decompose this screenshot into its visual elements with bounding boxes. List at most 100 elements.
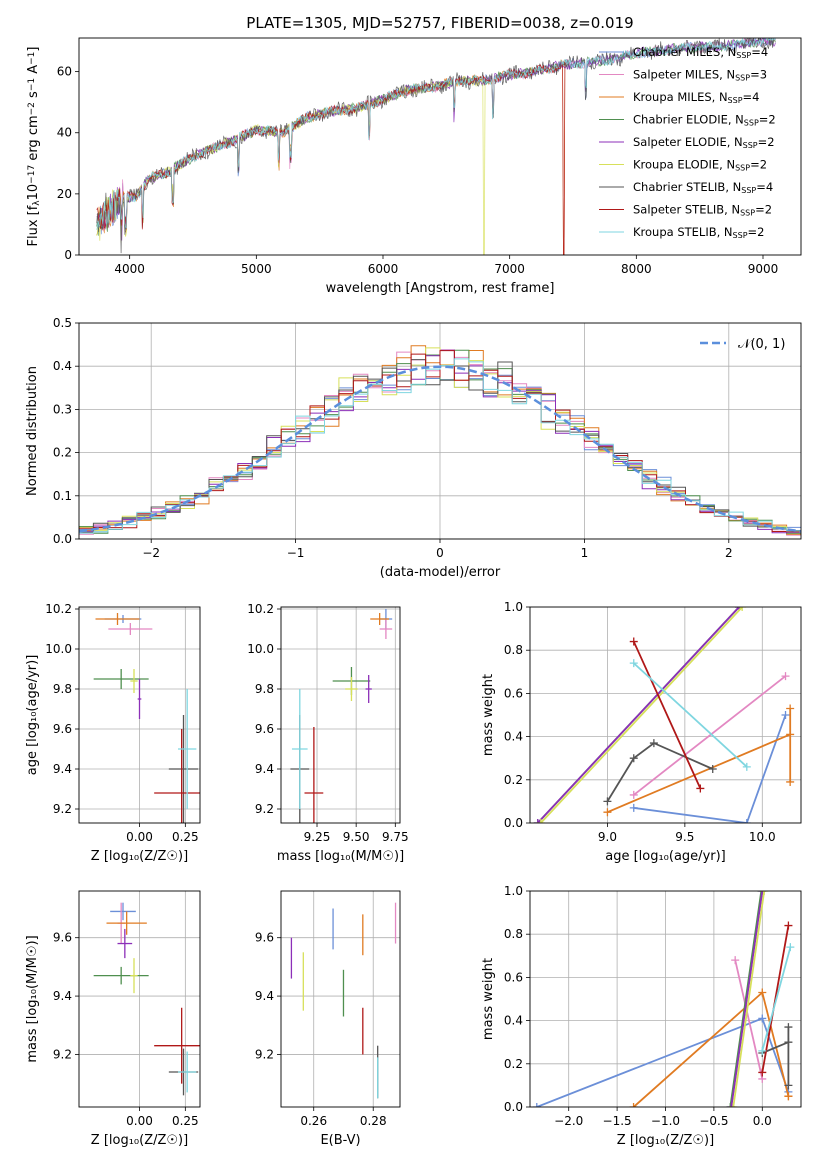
weight-vs-age-marker-1-1 — [781, 672, 790, 681]
age-vs-Z-ytick-label-2: 9.6 — [53, 722, 72, 736]
weight-vs-Z-marker-8-1 — [786, 943, 795, 952]
weight-vs-Z-xtick-label-0: −2.0 — [554, 1114, 583, 1128]
weight-vs-Z-ytick-label-3: 0.6 — [504, 970, 523, 984]
age-vs-mass-ytick-label-4: 10.0 — [247, 642, 274, 656]
mass-vs-Z-xtick-label-0: 0.00 — [126, 1114, 153, 1128]
weight-vs-age-line-4 — [537, 607, 740, 823]
weight-vs-age-marker-0-1 — [742, 819, 751, 823]
weight-vs-Z-marker-7-1 — [784, 921, 793, 930]
weight-vs-Z-marker-5-0 — [729, 1103, 738, 1107]
weight-vs-Z-xtick-label-2: −1.0 — [651, 1114, 680, 1128]
spectrum-panel: 4000 5000 6000 7000 8000 9000 0 20 40 60 wavelengt… — [26, 37, 802, 296]
age-vs-mass-panel: 9.25 9.50 9.75 9.2 9.4 9.6 9.8 10.0 10.2 mass [lo… — [247, 602, 408, 864]
weight-vs-Z-line-5 — [732, 891, 766, 1107]
weight-vs-Z-marker-0-1 — [758, 1014, 767, 1023]
age-vs-Z-ytick-label-4: 10.0 — [45, 642, 72, 656]
mass-vs-EBV-plot-area — [281, 891, 400, 1107]
spectrum-xtick-label-4: 8000 — [621, 262, 652, 276]
weight-vs-Z-xtick-label-1: −1.5 — [603, 1114, 632, 1128]
weight-vs-age-marker-0-0 — [629, 803, 638, 812]
spectrum-series-kroupa-elodie — [96, 75, 486, 255]
weight-vs-Z-line-8 — [761, 946, 792, 1052]
age-vs-Z-xlabel: Z [log₁₀(Z/Z☉)] — [91, 849, 188, 864]
legend-label-8: Kroupa STELIB, NSSP=2 — [633, 225, 764, 240]
age-vs-mass-ytick-label-3: 9.8 — [255, 682, 274, 696]
weight-vs-Z-ytick-label-5: 1.0 — [504, 884, 523, 898]
weight-vs-age-plot-area — [530, 607, 801, 823]
mass-vs-Z-ytick-label-2: 9.6 — [53, 931, 72, 945]
weight-vs-Z-ytick-label-2: 0.4 — [504, 1014, 523, 1028]
weight-vs-Z-line-1 — [734, 959, 764, 1080]
weight-vs-age-marker-6-1 — [629, 754, 638, 763]
mass-vs-EBV-ytick-label-1: 9.4 — [255, 989, 274, 1003]
age-vs-Z-ytick-label-5: 10.2 — [45, 602, 72, 616]
weight-vs-age-marker-2-3 — [786, 777, 795, 786]
spectrum-ytick-label-2: 40 — [57, 126, 72, 140]
gauss-curve — [79, 365, 801, 533]
age-vs-Z-xtick-label-1: 0.25 — [172, 830, 199, 844]
age-vs-mass-ytick-label-2: 9.6 — [255, 722, 274, 736]
residuals-xtick-label-2: 0 — [436, 546, 444, 560]
mass-vs-EBV-ytick-label-0: 9.2 — [255, 1047, 274, 1061]
weight-vs-Z-ytick-label-4: 0.8 — [504, 927, 523, 941]
weight-vs-age-ytick-label-5: 1.0 — [504, 600, 523, 614]
hist-salpeter-stelib — [79, 350, 801, 533]
weight-vs-Z-xtick-label-3: −0.5 — [699, 1114, 728, 1128]
mass-vs-Z-frame — [78, 890, 201, 1108]
residuals-ytick-label-2: 0.2 — [53, 446, 72, 460]
weight-vs-Z-marker-2-0 — [629, 1103, 638, 1107]
age-vs-mass-xtick-label-0: 9.25 — [304, 830, 331, 844]
weight-vs-Z-line-4 — [730, 891, 764, 1107]
weight-vs-age-line-0 — [633, 714, 787, 823]
spectrum-ytick-label-1: 20 — [57, 187, 72, 201]
residuals-xlabel: (data-model)/error — [380, 565, 501, 580]
legend-label-3: Chabrier ELODIE, NSSP=2 — [633, 113, 776, 128]
weight-vs-age-ylabel: mass weight — [481, 674, 496, 756]
age-vs-mass-xtick-label-1: 9.50 — [343, 830, 370, 844]
weight-vs-age-marker-7-1 — [696, 784, 705, 793]
age-vs-mass-ytick-label-0: 9.2 — [255, 802, 274, 816]
weight-vs-age-ytick-label-3: 0.6 — [504, 686, 523, 700]
mass-vs-EBV-xtick-label-1: 0.28 — [360, 1114, 387, 1128]
residuals-ylabel: Normed distribution — [25, 366, 40, 496]
weight-vs-Z-marker-6-2 — [784, 1023, 793, 1032]
weight-vs-age-ytick-label-4: 0.8 — [504, 643, 523, 657]
legend-label-0: Chabrier MILES, NSSP=4 — [633, 45, 768, 60]
mass-vs-Z-ytick-label-0: 9.2 — [53, 1047, 72, 1061]
weight-vs-age-marker-8-0 — [629, 659, 638, 668]
mass-vs-Z-ylabel: mass [log₁₀(M/M☉)] — [25, 935, 40, 1062]
residuals-ytick-label-0: 0.0 — [53, 532, 72, 546]
weight-vs-Z-marker-2-3 — [784, 1092, 793, 1101]
weight-vs-age-marker-4-0 — [533, 819, 542, 823]
age-vs-mass-xtick-label-2: 9.75 — [382, 830, 409, 844]
mass-vs-EBV-frame — [280, 890, 401, 1108]
weight-vs-Z-frame — [529, 890, 802, 1108]
weight-vs-Z-line-7 — [761, 925, 790, 1073]
residuals-xtick-label-0: −2 — [142, 546, 160, 560]
weight-vs-age-line-7 — [632, 641, 702, 789]
weight-vs-Z-ylabel: mass weight — [481, 958, 496, 1040]
weight-vs-age-marker-8-1 — [742, 762, 751, 771]
age-vs-Z-ytick-label-3: 9.8 — [53, 682, 72, 696]
weight-vs-age-marker-6-3 — [708, 765, 717, 773]
weight-vs-age-line-1 — [633, 675, 787, 796]
residuals-ytick-label-4: 0.4 — [53, 359, 72, 373]
mass-vs-EBV-xtick-label-0: 0.26 — [300, 1114, 327, 1128]
weight-vs-Z-marker-3-0 — [726, 1103, 735, 1107]
residuals-xtick-label-4: 2 — [725, 546, 733, 560]
weight-vs-Z-marker-7-0 — [758, 1068, 767, 1077]
weight-vs-Z-marker-4-0 — [727, 1103, 736, 1107]
mass-vs-EBV-xlabel: E(B-V) — [320, 1133, 360, 1148]
spectrum-ytick-label-0: 0 — [64, 248, 72, 262]
spectrum-series-salpeter-stelib — [96, 60, 566, 255]
weight-vs-age-xlabel: age [log₁₀(age/yr)] — [605, 849, 726, 864]
weight-vs-age-frame — [529, 606, 802, 824]
weight-vs-age-marker-2-2 — [786, 704, 795, 713]
weight-vs-Z-marker-5-1 — [760, 891, 769, 895]
weight-vs-age-ytick-label-2: 0.4 — [504, 730, 523, 744]
hist-chabrier-stelib — [79, 359, 801, 533]
weight-vs-age-line-6 — [606, 742, 714, 802]
residuals-panel: −2 −1 0 1 2 0.0 0.1 0.2 0.3 0.4 0.5 (data-model)/er… — [25, 316, 802, 580]
spectrum-xtick-label-1: 5000 — [241, 262, 272, 276]
legend-label-2: Kroupa MILES, NSSP=4 — [633, 90, 759, 105]
